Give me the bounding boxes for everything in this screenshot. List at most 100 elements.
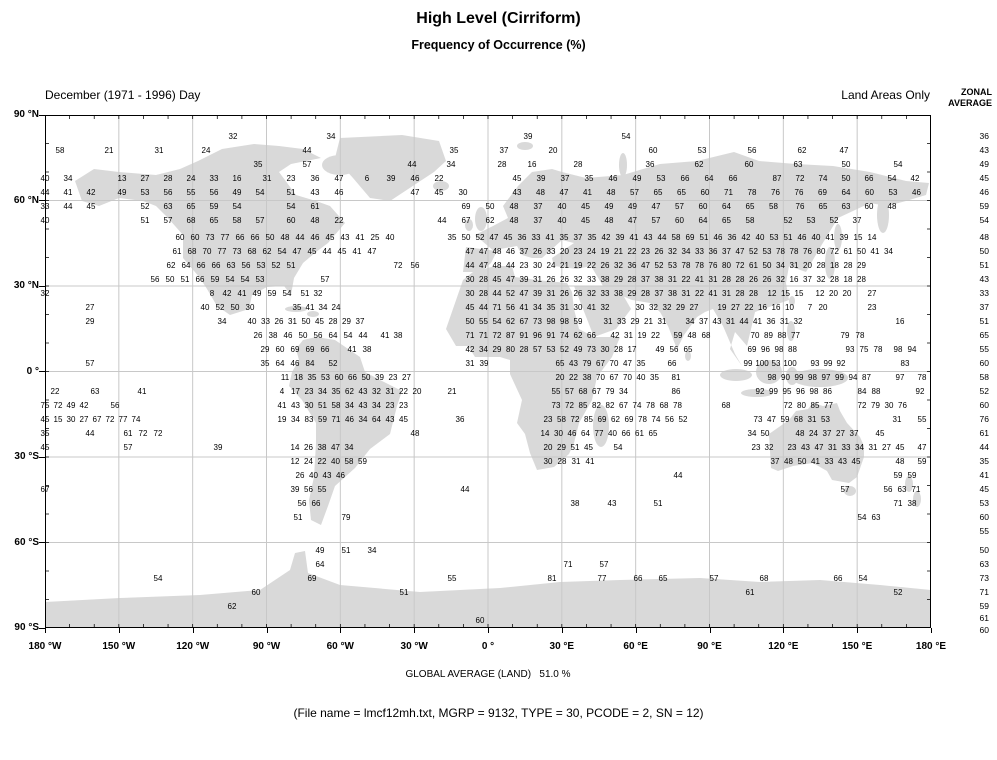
zonal-average-value: 36 bbox=[979, 131, 989, 141]
axis-tick bbox=[783, 628, 785, 633]
zonal-average-value: 49 bbox=[979, 159, 989, 169]
svalbard-island bbox=[517, 142, 533, 150]
x-axis-label: 90 °W bbox=[252, 641, 281, 652]
novaya-zemlya-island bbox=[619, 153, 627, 177]
zonal-average-header: ZONAL AVERAGE bbox=[932, 87, 992, 109]
axis-tick bbox=[561, 628, 563, 633]
zonal-average-value: 41 bbox=[979, 470, 989, 480]
zonal-average-value: 45 bbox=[979, 484, 989, 494]
x-axis-label: 120 °W bbox=[176, 641, 210, 652]
axis-tick bbox=[635, 628, 637, 633]
x-axis-label: 120 °E bbox=[768, 641, 799, 652]
y-axis-label: 60 °S bbox=[14, 536, 39, 548]
axis-tick bbox=[414, 628, 416, 633]
africa-landmass bbox=[446, 266, 620, 470]
zonal-average-value: 61 bbox=[979, 428, 989, 438]
world-map bbox=[45, 115, 931, 628]
period-label: December (1971 - 1996) Day bbox=[45, 88, 201, 102]
coverage-label: Land Areas Only bbox=[841, 88, 930, 102]
y-axis-label: 0 ° bbox=[26, 365, 39, 377]
arabia-landmass bbox=[574, 286, 631, 337]
zonal-average-value: 44 bbox=[979, 442, 989, 452]
zonal-header-line2: AVERAGE bbox=[948, 98, 992, 108]
cuba-island bbox=[285, 306, 307, 312]
axis-tick bbox=[340, 628, 342, 633]
zonal-average-value: 48 bbox=[979, 232, 989, 242]
zonal-average-value: 59 bbox=[979, 201, 989, 211]
britain-island bbox=[475, 207, 487, 231]
map-plot-area bbox=[45, 115, 931, 628]
zonal-average-value: 58 bbox=[979, 372, 989, 382]
zonal-average-value: 52 bbox=[979, 386, 989, 396]
sri-lanka-island bbox=[685, 351, 691, 361]
zonal-average-value: 43 bbox=[979, 274, 989, 284]
zonal-average-value: 60 bbox=[979, 512, 989, 522]
iceland-island bbox=[433, 181, 449, 191]
zonal-average-value: 59 bbox=[979, 601, 989, 611]
plot-frame bbox=[45, 115, 931, 628]
x-axis-label: 90 °E bbox=[697, 641, 722, 652]
y-axis-label: 90 °S bbox=[14, 622, 39, 633]
y-axis-label: 30 °S bbox=[14, 451, 39, 462]
axis-tick bbox=[45, 628, 46, 633]
java-island bbox=[741, 389, 773, 397]
zonal-average-value: 50 bbox=[979, 545, 989, 555]
zonal-average-value: 63 bbox=[979, 559, 989, 569]
axis-tick bbox=[857, 628, 859, 633]
zonal-average-value: 55 bbox=[979, 526, 989, 536]
zonal-average-value: 76 bbox=[979, 414, 989, 424]
x-axis-label: 150 °E bbox=[842, 641, 873, 652]
zonal-average-value: 60 bbox=[979, 400, 989, 410]
axis-tick bbox=[118, 628, 120, 633]
x-axis-label: 60 °W bbox=[326, 641, 354, 652]
x-axis-label: 30 °E bbox=[549, 641, 575, 652]
zonal-average-value: 65 bbox=[979, 330, 989, 340]
y-axis-label: 30 °N bbox=[13, 280, 39, 291]
graticule-gridlines bbox=[45, 115, 931, 628]
x-axis-label: 180 °E bbox=[915, 641, 947, 652]
chart-title: High Level (Cirriform) bbox=[416, 10, 581, 27]
new-zealand-north-island bbox=[905, 476, 913, 492]
zonal-average-value: 43 bbox=[979, 145, 989, 155]
zonal-average-value: 37 bbox=[979, 302, 989, 312]
sakhalin-island bbox=[834, 224, 842, 250]
axis-tick bbox=[931, 628, 932, 633]
north-america-landmass bbox=[75, 144, 345, 315]
new-guinea-island bbox=[792, 369, 848, 387]
x-axis-label: 60 °E bbox=[623, 641, 648, 652]
tasmania-island bbox=[844, 486, 856, 496]
axis-tick bbox=[192, 628, 194, 633]
zonal-average-value: 60 bbox=[979, 625, 989, 635]
ireland-island bbox=[465, 219, 473, 231]
zonal-average-value: 51 bbox=[979, 316, 989, 326]
zonal-average-value: 46 bbox=[979, 187, 989, 197]
zonal-average-value: 45 bbox=[979, 173, 989, 183]
zonal-average-value: 51 bbox=[979, 260, 989, 270]
zonal-average-value: 60 bbox=[979, 358, 989, 368]
new-zealand-south-island bbox=[913, 491, 921, 507]
x-axis-label: 0 ° bbox=[481, 641, 495, 652]
greenland-landmass bbox=[335, 135, 446, 201]
eurasia-landmass bbox=[475, 152, 929, 366]
x-axis-label: 180 °W bbox=[28, 641, 62, 652]
axis-tick bbox=[266, 628, 268, 633]
australia-landmass bbox=[769, 403, 864, 483]
japan-islands bbox=[825, 247, 835, 279]
zonal-average-value: 50 bbox=[979, 246, 989, 256]
iberia-landmass bbox=[463, 247, 497, 272]
zonal-average-value: 55 bbox=[979, 344, 989, 354]
chart-subtitle: Frequency of Occurrence (%) bbox=[411, 38, 586, 52]
y-axis-label: 60 °N bbox=[13, 194, 39, 206]
philippines-islands bbox=[787, 321, 795, 341]
taiwan-island bbox=[789, 296, 795, 306]
global-average-label: GLOBAL AVERAGE (LAND) 51.0 % bbox=[405, 669, 571, 680]
zonal-average-value: 33 bbox=[979, 288, 989, 298]
hispaniola-island bbox=[307, 311, 319, 317]
x-axis-label: 150 °W bbox=[102, 641, 136, 652]
zonal-average-value: 53 bbox=[979, 498, 989, 508]
zonal-average-value: 73 bbox=[979, 573, 989, 583]
x-axis-label: 30 °W bbox=[400, 641, 428, 652]
zonal-average-value: 71 bbox=[979, 587, 989, 597]
axis-tick bbox=[488, 628, 489, 633]
